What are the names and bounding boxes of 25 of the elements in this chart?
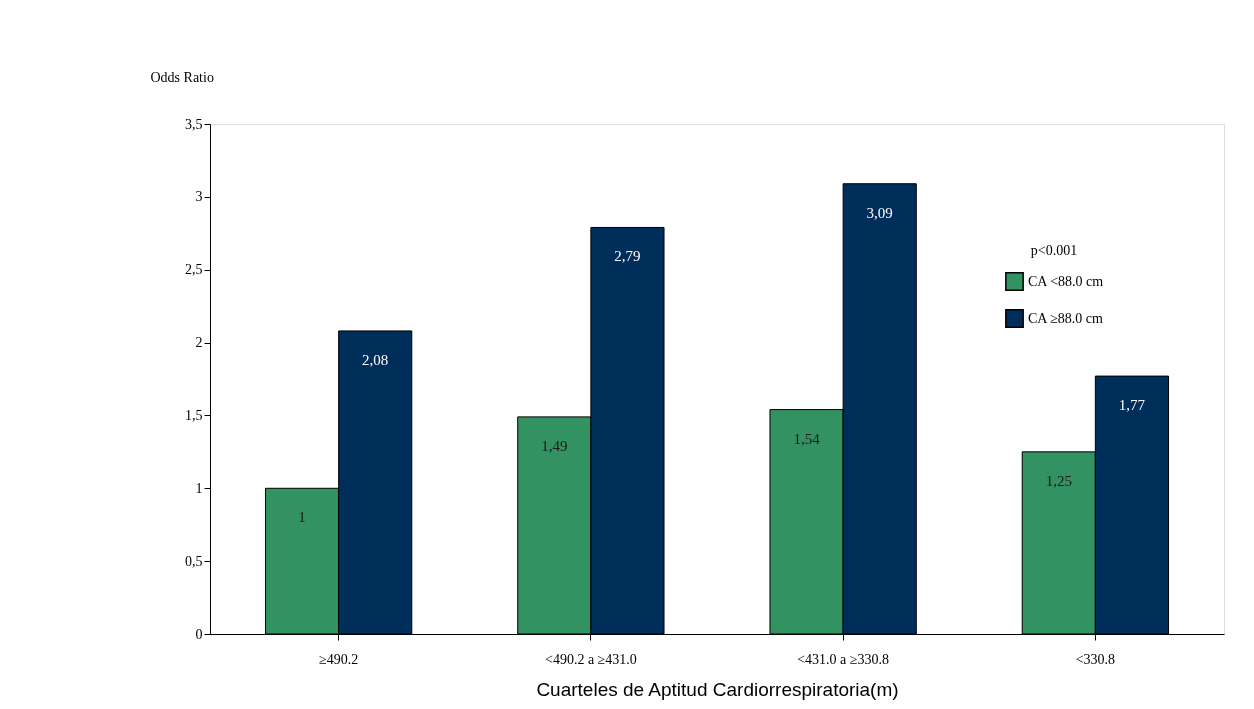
y-axis-title: Odds Ratio <box>150 69 214 85</box>
data-label: 2,08 <box>362 351 389 368</box>
y-tick-label: 3 <box>195 189 203 205</box>
y-tick-label: 3,5 <box>185 116 203 132</box>
data-label: 1,54 <box>793 430 821 447</box>
x-tick-label: <431.0 a ≥330.8 <box>797 651 890 667</box>
y-tick-label: 0 <box>195 626 203 642</box>
data-label: 1,49 <box>541 437 568 454</box>
y-tick-label: 2 <box>195 335 203 351</box>
data-label: 2,79 <box>614 248 641 265</box>
legend-label: CA <88.0 cm <box>1028 273 1104 289</box>
y-tick-label: 2,5 <box>185 262 203 278</box>
x-tick-label: <330.8 <box>1075 651 1116 667</box>
y-tick-label: 1 <box>195 480 203 496</box>
legend-title: p<0.001 <box>1030 243 1078 258</box>
y-tick-label: 0,5 <box>185 553 203 569</box>
data-label: 1,77 <box>1118 397 1146 414</box>
x-axis-title: Cuarteles de Aptitud Cardiorrespiratoria(m) <box>536 678 899 700</box>
y-tick-label: 1,5 <box>185 407 203 423</box>
data-label: 3,09 <box>866 204 893 221</box>
x-tick-label: ≥490.2 <box>319 651 359 667</box>
data-label: 1,25 <box>1045 472 1072 489</box>
x-tick-label: <490.2 a ≥431.0 <box>544 651 637 667</box>
data-label: 1 <box>298 509 306 526</box>
legend-label: CA ≥88.0 cm <box>1028 310 1104 326</box>
